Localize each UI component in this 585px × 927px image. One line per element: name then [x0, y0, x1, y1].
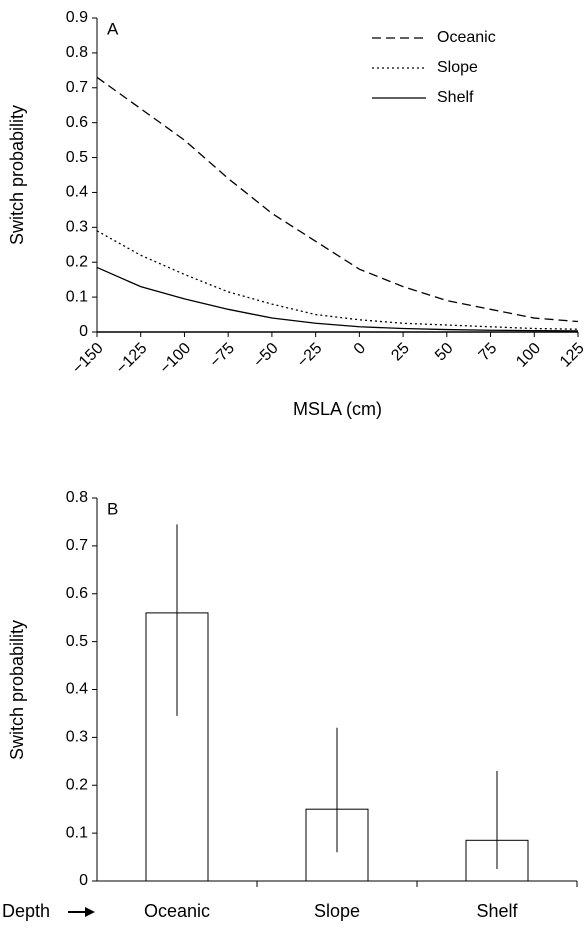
x-tick-label: Shelf: [476, 901, 518, 921]
x-axis-label: MSLA (cm): [293, 399, 382, 419]
depth-arrow: [68, 907, 95, 917]
x-tick-label: −75: [207, 340, 238, 371]
x-tick-label: −150: [69, 340, 107, 378]
y-tick-label: 0.9: [66, 9, 88, 26]
y-tick-label: 0.7: [66, 537, 88, 554]
y-tick-label: 0.8: [66, 489, 88, 506]
x-tick-label: −25: [294, 340, 325, 371]
y-tick-label: 0.3: [66, 729, 88, 746]
line-series: [96, 266, 579, 332]
y-tick-label: 0.5: [66, 633, 88, 650]
y-tick-label: 0.6: [66, 585, 88, 602]
y-tick-label: 0.5: [66, 149, 88, 166]
x-tick-label: −100: [157, 340, 195, 378]
y-tick-label: 0.7: [66, 79, 88, 96]
x-axis-label: Depth: [2, 901, 50, 921]
x-tick-label: 125: [557, 340, 585, 371]
x-tick-label: 100: [513, 340, 544, 371]
y-tick-label: 0.8: [66, 44, 88, 61]
x-tick-label: 25: [388, 340, 413, 365]
line-series: [96, 230, 579, 330]
line-series: [96, 76, 579, 323]
y-tick-label: 0: [79, 872, 88, 889]
x-tick-label: 75: [476, 340, 501, 365]
y-tick-label: 0.6: [66, 114, 88, 131]
legend-label: Oceanic: [437, 29, 496, 46]
y-tick-label: 0.2: [66, 253, 88, 270]
y-tick-label: 0.3: [66, 219, 88, 236]
x-tick-label: 0: [351, 340, 369, 358]
y-axis-label: Switch probability: [7, 105, 27, 245]
legend-label: Slope: [437, 59, 478, 76]
x-tick-label: −125: [113, 340, 151, 378]
x-tick-label: −50: [251, 340, 282, 371]
x-tick-label: Slope: [314, 901, 360, 921]
legend-label: Shelf: [437, 89, 474, 106]
panel-label: B: [107, 499, 118, 518]
y-tick-label: 0: [79, 323, 88, 340]
y-tick-label: 0.1: [66, 288, 88, 305]
x-tick-label: 50: [432, 340, 457, 365]
y-tick-label: 0.4: [66, 184, 88, 201]
y-tick-label: 0.1: [66, 824, 88, 841]
y-axis-label: Switch probability: [7, 620, 27, 760]
panel-label: A: [107, 19, 119, 38]
x-tick-label: Oceanic: [144, 901, 210, 921]
y-tick-label: 0.2: [66, 776, 88, 793]
y-tick-label: 0.4: [66, 681, 88, 698]
